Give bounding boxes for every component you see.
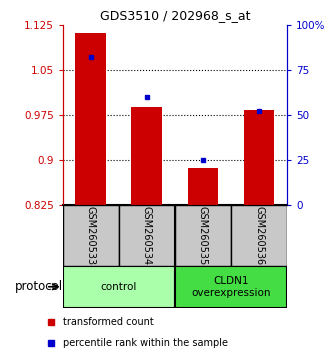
Bar bbox=[175, 266, 287, 308]
Bar bbox=[63, 205, 119, 266]
Bar bbox=[231, 205, 287, 266]
Title: GDS3510 / 202968_s_at: GDS3510 / 202968_s_at bbox=[100, 9, 250, 22]
Text: protocol: protocol bbox=[15, 280, 63, 293]
Text: GSM260536: GSM260536 bbox=[254, 206, 264, 265]
Text: control: control bbox=[101, 282, 137, 292]
Text: GSM260535: GSM260535 bbox=[198, 206, 208, 265]
Bar bbox=[131, 107, 162, 205]
Bar bbox=[63, 266, 175, 308]
Text: percentile rank within the sample: percentile rank within the sample bbox=[63, 338, 228, 348]
Bar bbox=[175, 205, 231, 266]
Text: transformed count: transformed count bbox=[63, 317, 154, 327]
Bar bbox=[119, 205, 175, 266]
Bar bbox=[244, 110, 275, 205]
Bar bbox=[75, 33, 106, 205]
Text: GSM260534: GSM260534 bbox=[142, 206, 152, 265]
Text: CLDN1
overexpression: CLDN1 overexpression bbox=[191, 276, 271, 298]
Text: GSM260533: GSM260533 bbox=[86, 206, 96, 265]
Bar bbox=[187, 168, 218, 205]
